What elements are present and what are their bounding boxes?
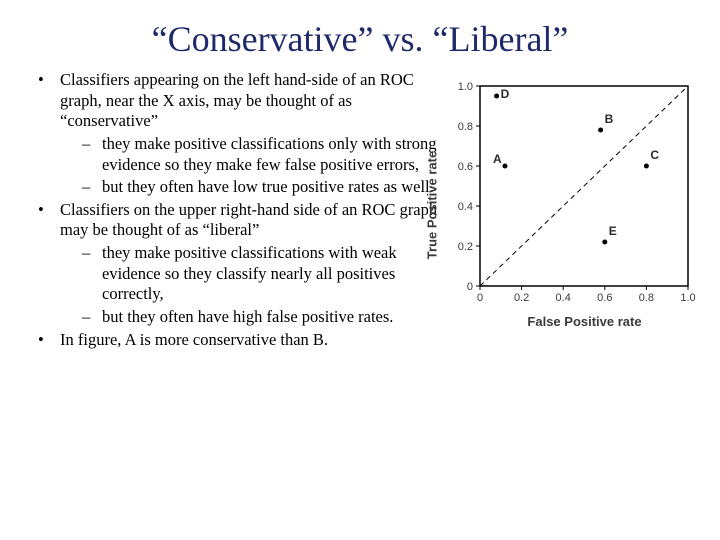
roc-point-label: E bbox=[608, 224, 616, 238]
roc-point bbox=[598, 128, 603, 133]
bullet-text: In figure, A is more conservative than B… bbox=[60, 330, 328, 349]
sub-bullet-item: they make positive classifications with … bbox=[88, 243, 442, 305]
bullet-text: Classifiers on the upper right-hand side… bbox=[60, 200, 437, 240]
roc-point-label: B bbox=[604, 112, 613, 126]
ytick-label: 0.6 bbox=[457, 161, 472, 173]
bullet-item: Classifiers on the upper right-hand side… bbox=[46, 200, 442, 328]
roc-point-label: C bbox=[650, 148, 659, 162]
xtick-label: 0 bbox=[476, 292, 482, 304]
ytick-label: 0.8 bbox=[457, 121, 472, 133]
sub-bullet-item: they make positive classifications only … bbox=[88, 134, 442, 175]
bullet-column: Classifiers appearing on the left hand-s… bbox=[24, 70, 442, 352]
content-row: Classifiers appearing on the left hand-s… bbox=[0, 70, 720, 352]
sub-bullet-item: but they often have high false positive … bbox=[88, 307, 442, 328]
bullet-text: Classifiers appearing on the left hand-s… bbox=[60, 70, 414, 130]
roc-point bbox=[643, 164, 648, 169]
xtick-label: 1.0 bbox=[680, 292, 695, 304]
roc-point-label: A bbox=[492, 152, 501, 166]
xtick-label: 0.2 bbox=[513, 292, 528, 304]
xtick-label: 0.8 bbox=[638, 292, 653, 304]
roc-point-label: D bbox=[500, 87, 509, 101]
page-title: “Conservative” vs. “Liberal” bbox=[0, 0, 720, 70]
ytick-label: 1.0 bbox=[457, 81, 472, 93]
roc-point bbox=[602, 240, 607, 245]
ytick-label: 0.4 bbox=[457, 201, 472, 213]
chart-xlabel: False Positive rate bbox=[446, 314, 696, 329]
sub-bullet-list: they make positive classifications with … bbox=[60, 243, 442, 328]
roc-svg: 00 0.2 0.2 0.4 0.4 0.6 0.6 0.8 0.8 1.0 1.0 A B C D E bbox=[446, 80, 696, 310]
bullet-item: In figure, A is more conservative than B… bbox=[46, 330, 442, 351]
bullet-list: Classifiers appearing on the left hand-s… bbox=[24, 70, 442, 350]
xtick-label: 0.6 bbox=[597, 292, 612, 304]
sub-bullet-list: they make positive classifications only … bbox=[60, 134, 442, 198]
ytick-label: 0 bbox=[466, 281, 472, 293]
roc-chart: True Positive rate 000.20.20.40.40.60.60… bbox=[446, 80, 696, 329]
roc-point bbox=[502, 164, 507, 169]
sub-bullet-item: but they often have low true positive ra… bbox=[88, 177, 442, 198]
chart-column: True Positive rate 000.20.20.40.40.60.60… bbox=[442, 70, 700, 352]
roc-point bbox=[494, 94, 499, 99]
xtick-label: 0.4 bbox=[555, 292, 570, 304]
chart-ylabel: True Positive rate bbox=[424, 150, 439, 258]
bullet-item: Classifiers appearing on the left hand-s… bbox=[46, 70, 442, 198]
ytick-label: 0.2 bbox=[457, 241, 472, 253]
